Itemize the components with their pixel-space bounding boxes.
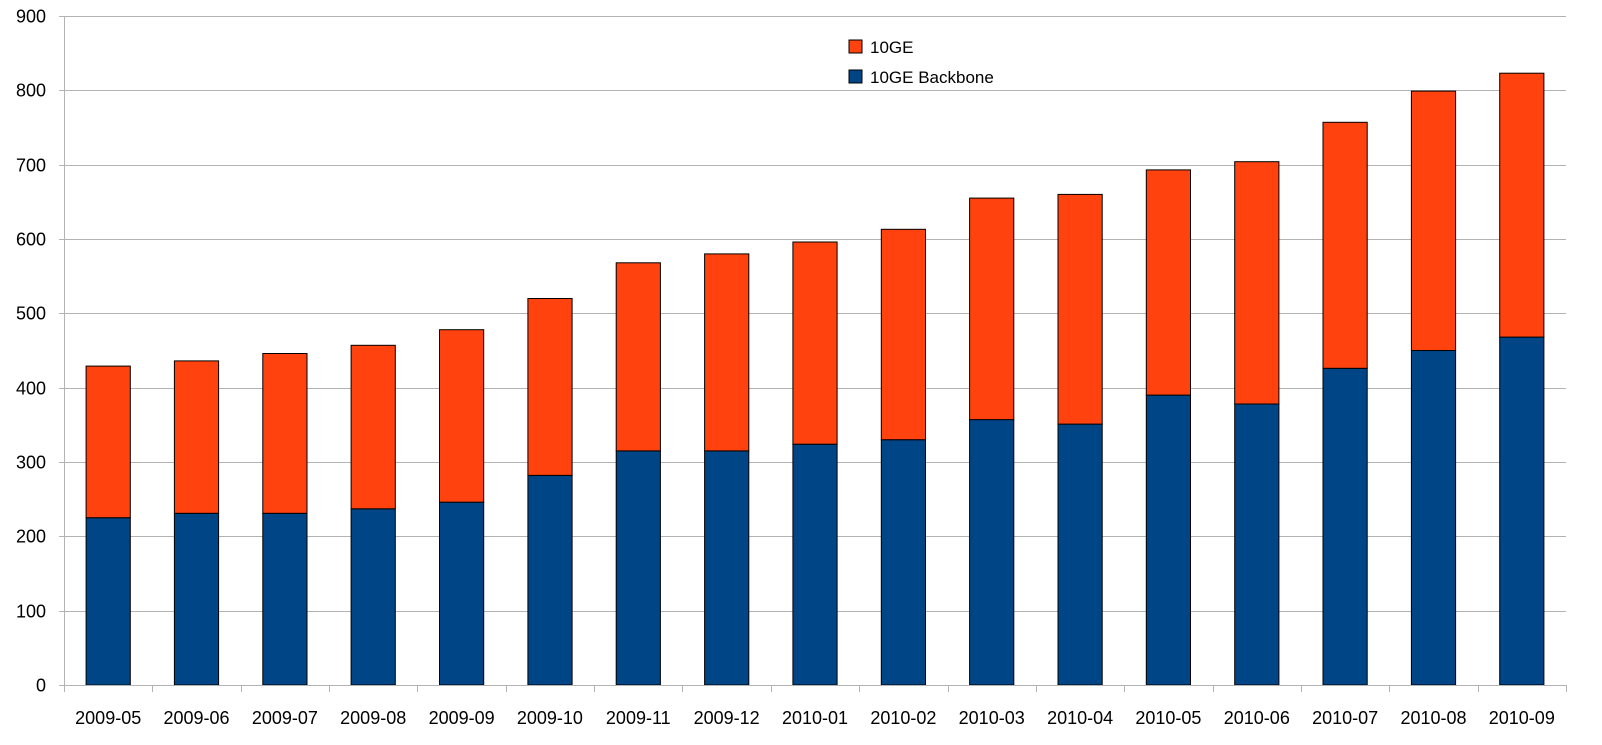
- y-tick-label: 500: [16, 304, 46, 324]
- y-tick-label: 0: [36, 676, 46, 696]
- x-tick-label: 2009-06: [163, 708, 229, 728]
- legend-item-10ge-swatch: [848, 39, 863, 54]
- bar-segment-10ge: [1234, 161, 1280, 405]
- bar-segment-backbone: [1234, 403, 1280, 686]
- bar-segment-10ge: [880, 228, 926, 441]
- y-tick-label: 300: [16, 453, 46, 473]
- bar-segment-backbone: [1322, 367, 1368, 686]
- x-tick-label: 2010-01: [782, 708, 848, 728]
- legend-item-10ge-backbone-swatch: [848, 69, 863, 84]
- legend-item-10ge-label: 10GE: [870, 38, 913, 57]
- x-tick-label: 2009-09: [429, 708, 495, 728]
- bar-segment-10ge: [615, 262, 661, 452]
- bar-segment-backbone: [350, 508, 396, 686]
- x-tick-label: 2010-08: [1400, 708, 1466, 728]
- bar-segment-backbone: [262, 512, 308, 686]
- axes: 0 100 200 300 400 500 600 700 800 900 2009-05 2009-…: [16, 7, 1567, 728]
- bar-segment-backbone: [704, 450, 750, 686]
- bar-segment-backbone: [527, 474, 573, 686]
- bar-segment-10ge: [1145, 169, 1192, 396]
- x-tick-label: 2010-06: [1224, 708, 1290, 728]
- bar-segment-backbone: [439, 501, 485, 686]
- x-tick-label: 2009-08: [340, 708, 406, 728]
- x-tick-label: 2009-10: [517, 708, 583, 728]
- legend-item-10ge-backbone-label: 10GE Backbone: [870, 68, 994, 87]
- x-tick-label: 2009-11: [606, 708, 671, 728]
- bar-segment-10ge: [173, 360, 220, 514]
- bars: [85, 72, 1545, 686]
- y-tick-label: 100: [16, 602, 46, 622]
- x-tick-label: 2010-03: [959, 708, 1025, 728]
- y-tick-label: 400: [16, 379, 46, 399]
- y-tick-label: 700: [16, 156, 46, 176]
- bar-segment-backbone: [1410, 350, 1457, 686]
- y-tick-label: 200: [16, 527, 46, 547]
- bar-segment-backbone: [880, 439, 926, 686]
- bar-segment-10ge: [1499, 72, 1545, 338]
- bar-segment-10ge: [439, 329, 485, 503]
- x-tick-label: 2010-09: [1489, 708, 1555, 728]
- bar-segment-backbone: [85, 517, 131, 686]
- y-tick-label: 900: [16, 7, 46, 27]
- bar-segment-10ge: [350, 344, 396, 510]
- bar-segment-10ge: [969, 197, 1015, 421]
- y-tick-label: 600: [16, 230, 46, 250]
- bar-segment-10ge: [1322, 121, 1368, 369]
- x-tick-label: 2009-05: [75, 708, 141, 728]
- bar-segment-10ge: [704, 253, 750, 452]
- bar-segment-10ge: [527, 298, 573, 476]
- bar-segment-backbone: [1145, 394, 1192, 686]
- bar-segment-10ge: [1057, 193, 1103, 425]
- bar-segment-backbone: [173, 512, 220, 686]
- x-tick-label: 2009-12: [694, 708, 760, 728]
- bar-segment-backbone: [792, 443, 838, 686]
- bar-segment-10ge: [85, 365, 131, 519]
- x-tick-label: 2010-05: [1135, 708, 1201, 728]
- bar-segment-backbone: [1499, 336, 1545, 686]
- bar-segment-10ge: [262, 353, 308, 514]
- legend: 10GE 10GE Backbone: [848, 38, 994, 87]
- y-tick-label: 800: [16, 81, 46, 101]
- bar-segment-backbone: [615, 450, 661, 686]
- bar-segment-10ge: [792, 241, 838, 445]
- x-tick-label: 2010-07: [1312, 708, 1378, 728]
- x-tick-label: 2009-07: [252, 708, 318, 728]
- x-tick-label: 2010-04: [1047, 708, 1113, 728]
- bar-segment-backbone: [969, 419, 1015, 686]
- bar-segment-10ge: [1410, 90, 1457, 351]
- bar-segment-backbone: [1057, 423, 1103, 686]
- x-tick-label: 2010-02: [870, 708, 936, 728]
